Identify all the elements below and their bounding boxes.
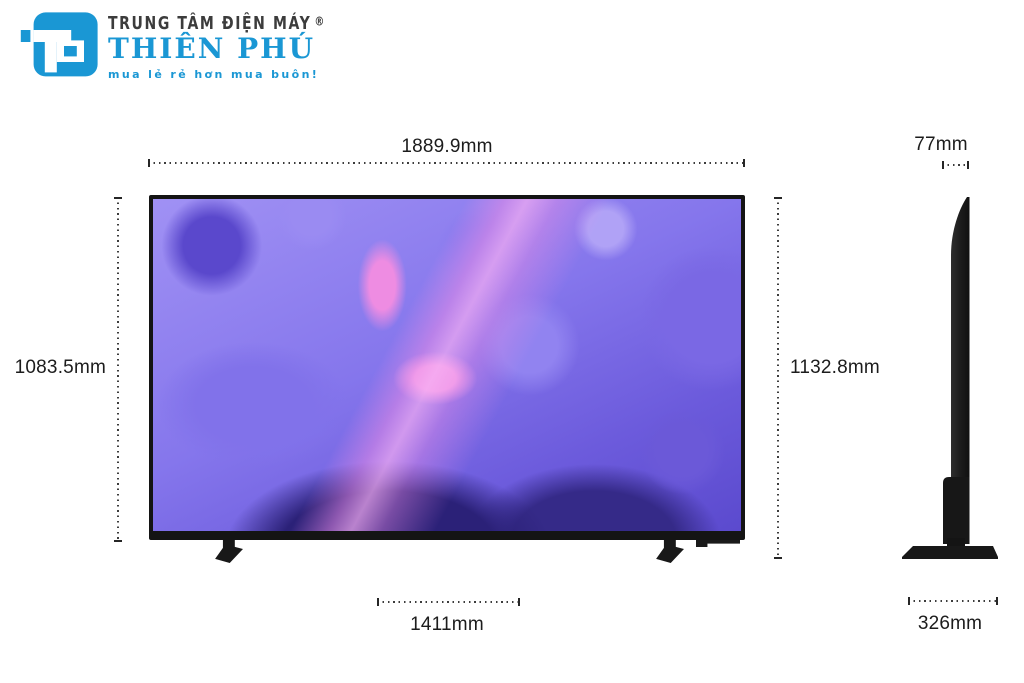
side-stand-base <box>902 546 998 559</box>
brand-store-type-text: TRUNG TÂM ĐIỆN MÁY <box>108 14 312 34</box>
tv-front-view <box>149 195 745 540</box>
depth-dimension-label: 77mm <box>914 134 968 155</box>
depth-dimension-line <box>942 161 969 169</box>
base-depth-dimension-label: 326mm <box>917 613 983 634</box>
brand-tagline: mua lẻ rẻ hơn mua buôn! <box>108 67 320 81</box>
stand-width-dimension-label: 1411mm <box>410 614 484 635</box>
tv-left-foot <box>215 540 243 563</box>
brand-logo-icon <box>20 12 98 77</box>
stand-width-dimension-line <box>377 598 520 606</box>
side-bulge-shape <box>943 477 970 544</box>
base-depth-dimension-line <box>908 597 998 605</box>
width-dimension-line <box>148 159 745 167</box>
tv-right-foot <box>656 540 684 563</box>
side-stand-neck <box>947 538 965 548</box>
height-dimension-line <box>114 197 122 542</box>
brand-text-block: TRUNG TÂM ĐIỆN MÁY ® THIÊN PHÚ mua lẻ rẻ … <box>108 10 324 81</box>
brand-logo: TRUNG TÂM ĐIỆN MÁY ® THIÊN PHÚ mua lẻ rẻ … <box>20 10 324 90</box>
height-with-stand-dimension-line <box>774 197 782 559</box>
height-dimension-label: 1083.5mm <box>14 357 106 378</box>
width-dimension-label: 1889.9mm <box>401 136 493 157</box>
brand-store-name: THIÊN PHÚ <box>108 32 315 65</box>
side-panel-shape <box>951 197 970 483</box>
height-with-stand-dimension-label: 1132.8mm <box>790 357 880 378</box>
brand-store-type: TRUNG TÂM ĐIỆN MÁY ® <box>108 14 324 34</box>
tv-connector-detail <box>696 540 740 547</box>
registered-trademark-symbol: ® <box>314 15 325 29</box>
tv-screen-image <box>153 199 741 531</box>
tv-side-view <box>902 197 998 559</box>
